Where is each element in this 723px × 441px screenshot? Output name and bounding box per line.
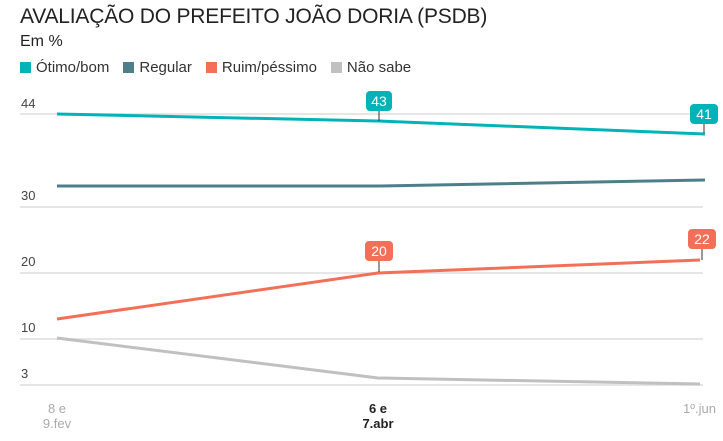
y-tick-label: 20	[21, 254, 36, 269]
legend-swatch-icon	[205, 62, 217, 73]
chart-subtitle: Em %	[20, 33, 63, 50]
x-label-line: 1º.jun	[683, 401, 716, 416]
x-label-apr: 6 e 7.abr	[358, 401, 398, 431]
x-label-line: 7.abr	[362, 416, 394, 431]
x-label-feb: 8 e 9.fev	[37, 401, 77, 431]
x-label-line: 9.fev	[42, 416, 72, 431]
legend-label: Ruim/péssimo	[221, 59, 317, 76]
legend-item-regular: Regular	[123, 59, 192, 76]
callout-label: 22	[694, 231, 710, 247]
y-tick-label: 3	[21, 366, 29, 381]
callout-ruim-end	[688, 229, 716, 249]
series-line-otimo	[56, 112, 706, 136]
y-tick-label: 44	[21, 96, 36, 111]
legend-item-nao-sabe: Não sabe	[330, 59, 412, 76]
legend-swatch-icon	[330, 62, 342, 73]
x-label-line: 6 e	[368, 401, 388, 416]
legend-label: Ótimo/bom	[36, 59, 110, 76]
callout-otimo-end	[690, 104, 718, 124]
x-label-line: 8 e	[47, 401, 67, 416]
callout-otimo-mid	[366, 91, 392, 111]
series-line-ruim	[56, 258, 701, 321]
legend-label: Não sabe	[346, 59, 412, 76]
series-line-regular	[57, 178, 706, 188]
y-tick-label: 10	[21, 320, 36, 335]
x-label-jun: 1º.jun	[683, 401, 723, 416]
callout-label: 43	[371, 93, 387, 109]
legend-item-ruim: Ruim/péssimo	[205, 59, 317, 76]
callout-ruim-mid	[365, 241, 393, 261]
chart-title: AVALIAÇÃO DO PREFEITO JOÃO DORIA (PSDB)	[20, 5, 488, 28]
series-line-nao-sabe	[56, 336, 701, 386]
gridlines	[20, 113, 703, 386]
legend-item-otimo: Ótimo/bom	[20, 59, 109, 76]
callout-label: 20	[371, 243, 387, 259]
legend-label: Regular	[139, 59, 192, 76]
y-tick-label: 30	[21, 188, 36, 203]
legend: Ótimo/bom Regular Ruim/péssimo Não sabe	[20, 59, 411, 76]
callout-label: 41	[696, 106, 712, 122]
legend-swatch-icon	[20, 62, 31, 73]
legend-swatch-icon	[123, 62, 135, 73]
